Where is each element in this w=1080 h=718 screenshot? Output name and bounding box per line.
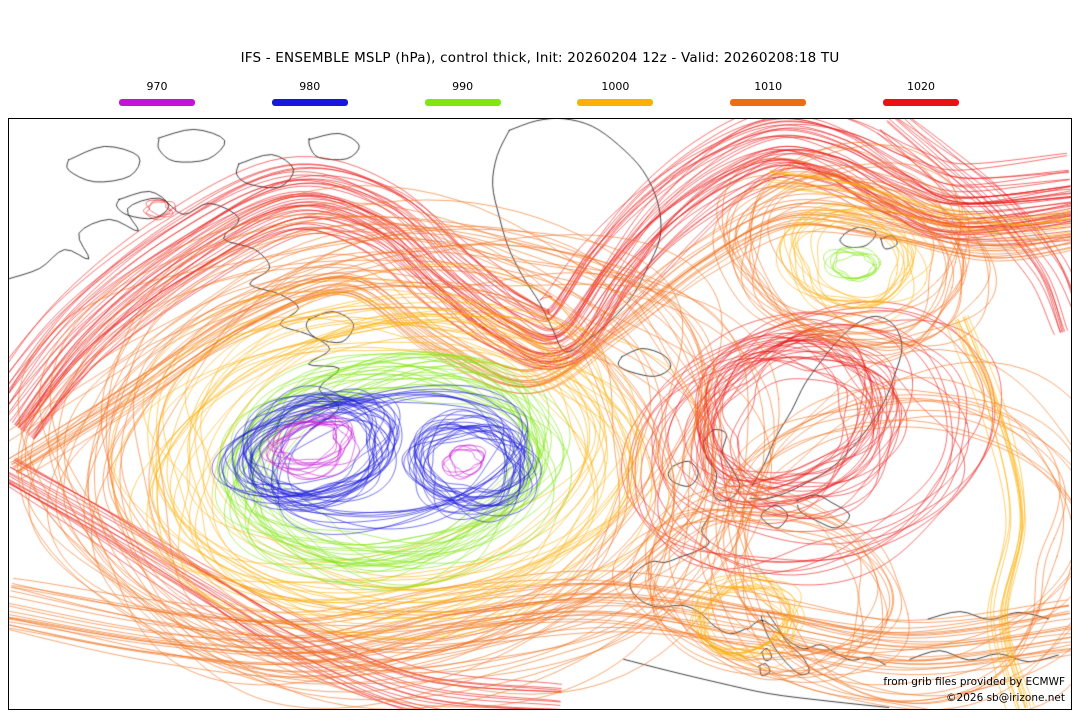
legend-item: 980 [271, 80, 348, 106]
legend-label: 1010 [754, 80, 783, 93]
legend-item: 990 [424, 80, 501, 106]
pressure-map-canvas [9, 119, 1071, 709]
legend-swatch [119, 99, 195, 106]
legend-label: 1020 [906, 80, 935, 93]
legend-label: 970 [146, 80, 168, 93]
pressure-legend: 970 980 990 1000 1010 1020 [119, 80, 959, 106]
credit-ecmwf: from grib files provided by ECMWF [883, 676, 1065, 688]
credit-copyright: ©2026 sb@irizone.net [946, 692, 1065, 704]
legend-item: 1010 [730, 80, 807, 106]
legend-item: 970 [119, 80, 195, 106]
legend-swatch [730, 99, 807, 106]
chart-title: IFS - ENSEMBLE MSLP (hPa), control thick… [240, 50, 840, 66]
legend-item: 1020 [882, 80, 959, 106]
legend-label: 990 [452, 80, 474, 93]
legend-label: 980 [299, 80, 321, 93]
legend-swatch [882, 99, 959, 106]
legend-swatch [577, 99, 654, 106]
legend-swatch [271, 99, 348, 106]
map-container: from grib files provided by ECMWF ©2026 … [8, 118, 1072, 710]
legend-swatch [424, 99, 501, 106]
legend-item: 1000 [577, 80, 654, 106]
legend-label: 1000 [601, 80, 630, 93]
